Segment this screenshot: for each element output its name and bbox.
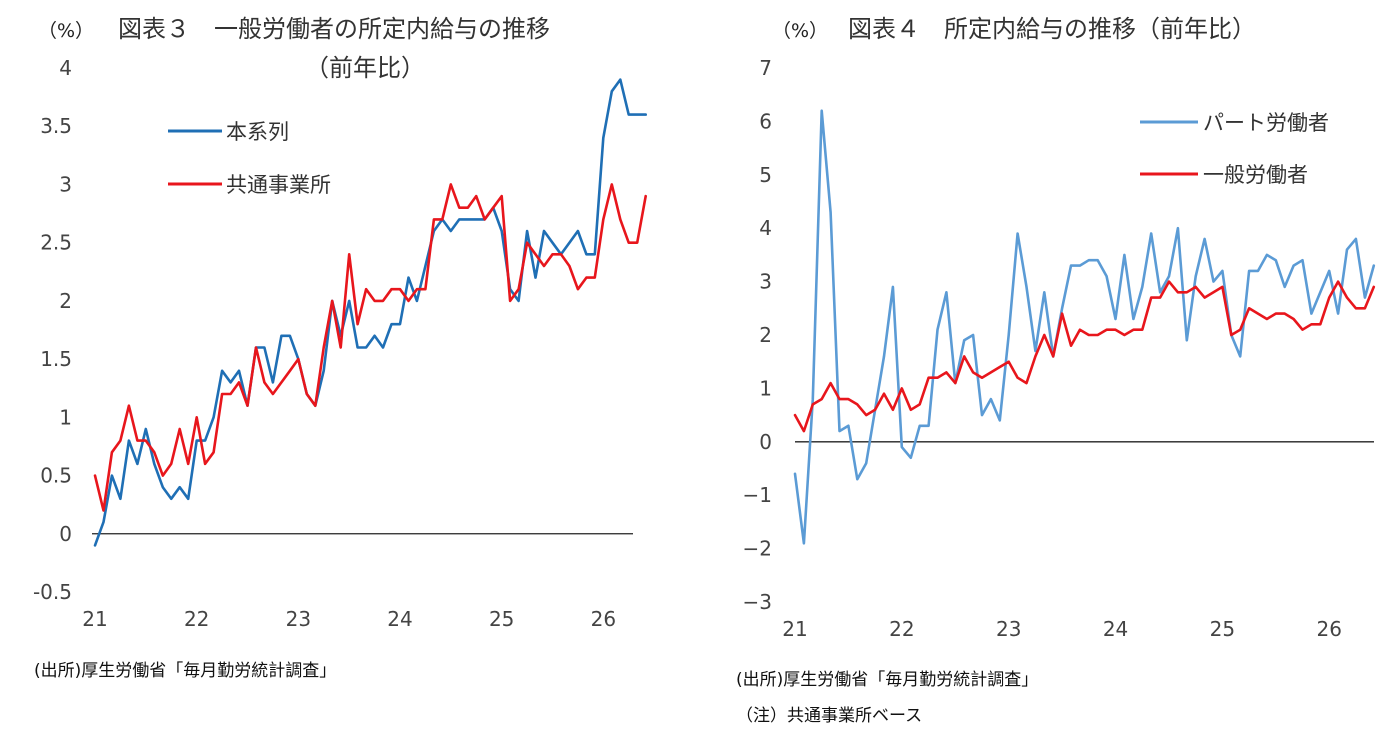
y-tick-label: −2 [743,537,772,561]
chart-3-source-note: (出所)厚生労働省「毎月勤労統計調査」 [34,661,337,681]
chart-4-footnote: （注）共通事業所ベース [736,706,923,726]
chart-3-legend: 本系列 共通事業所 [168,120,331,197]
x-tick-label: 26 [591,607,616,631]
chart-4-source-note: (出所)厚生労働省「毎月勤労統計調査」 [736,670,1039,690]
chart-3-title: 図表３ 一般労働者の所定内給与の推移 [118,15,550,43]
y-tick-label: 3 [59,172,72,196]
chart-3-series [93,78,648,547]
chart-3-subtitle: （前年比） [305,54,425,82]
y-tick-label: 3 [759,270,772,294]
y-tick-label: 2 [59,289,72,313]
series-line-1-0 [793,109,1376,545]
chart-4-unit-label: （%） [772,20,828,42]
x-tick-label: 25 [1210,617,1235,641]
y-tick-label: 4 [59,56,72,80]
legend-label-part-worker: パート労働者 [1203,111,1329,135]
x-tick-label: 23 [996,617,1021,641]
x-tick-label: 24 [387,607,412,631]
x-tick-label: 25 [489,607,514,631]
x-tick-label: 21 [82,607,107,631]
y-tick-label: 0.5 [40,464,72,488]
x-tick-label: 24 [1103,617,1128,641]
y-tick-label: 2.5 [40,231,72,255]
x-tick-label: 22 [889,617,914,641]
y-tick-label: 4 [759,216,772,240]
y-tick-label: 2 [759,323,772,347]
chart-4-title: 図表４ 所定内給与の推移（前年比） [848,15,1256,43]
chart-4-legend: パート労働者 一般労働者 [1140,111,1329,187]
series-line-0-0 [93,78,648,547]
y-tick-label: 0 [759,430,772,454]
y-tick-label: 1 [59,405,72,429]
x-tick-label: 26 [1317,617,1342,641]
x-tick-label: 23 [286,607,311,631]
legend-label-kyotsu-jigyosho: 共通事業所 [226,173,331,197]
legend-label-general-worker: 一般労働者 [1203,163,1308,187]
y-tick-label: 3.5 [40,114,72,138]
y-tick-label: −3 [743,590,772,614]
y-tick-label: 1.5 [40,347,72,371]
chart-3-y-ticks: -0.5 0 0.5 1 1.5 2 2.5 3 3.5 4 [33,56,72,604]
chart-3: （%） 図表３ 一般労働者の所定内給与の推移 （前年比） -0.5 0 0.5 1 1.… [33,15,648,631]
chart-3-x-ticks: 21 22 23 24 25 26 [82,607,616,631]
x-tick-label: 21 [782,617,807,641]
y-tick-label: 0 [59,522,72,546]
y-tick-label: 5 [759,163,772,187]
y-tick-label: 1 [759,376,772,400]
series-line-1-1 [793,280,1376,433]
y-tick-label: −1 [743,483,772,507]
chart-4-series [793,109,1376,545]
chart-4-x-ticks: 21 22 23 24 25 26 [782,617,1342,641]
series-line-0-1 [93,183,648,512]
chart-4-y-ticks: −3 −2 −1 0 1 2 3 4 5 6 7 [743,56,772,614]
y-tick-label: 7 [759,56,772,80]
y-tick-label: 6 [759,109,772,133]
legend-label-honkeiretsu: 本系列 [226,120,289,144]
chart-3-unit-label: （%） [38,20,94,42]
y-tick-label: -0.5 [33,580,72,604]
x-tick-label: 22 [184,607,209,631]
